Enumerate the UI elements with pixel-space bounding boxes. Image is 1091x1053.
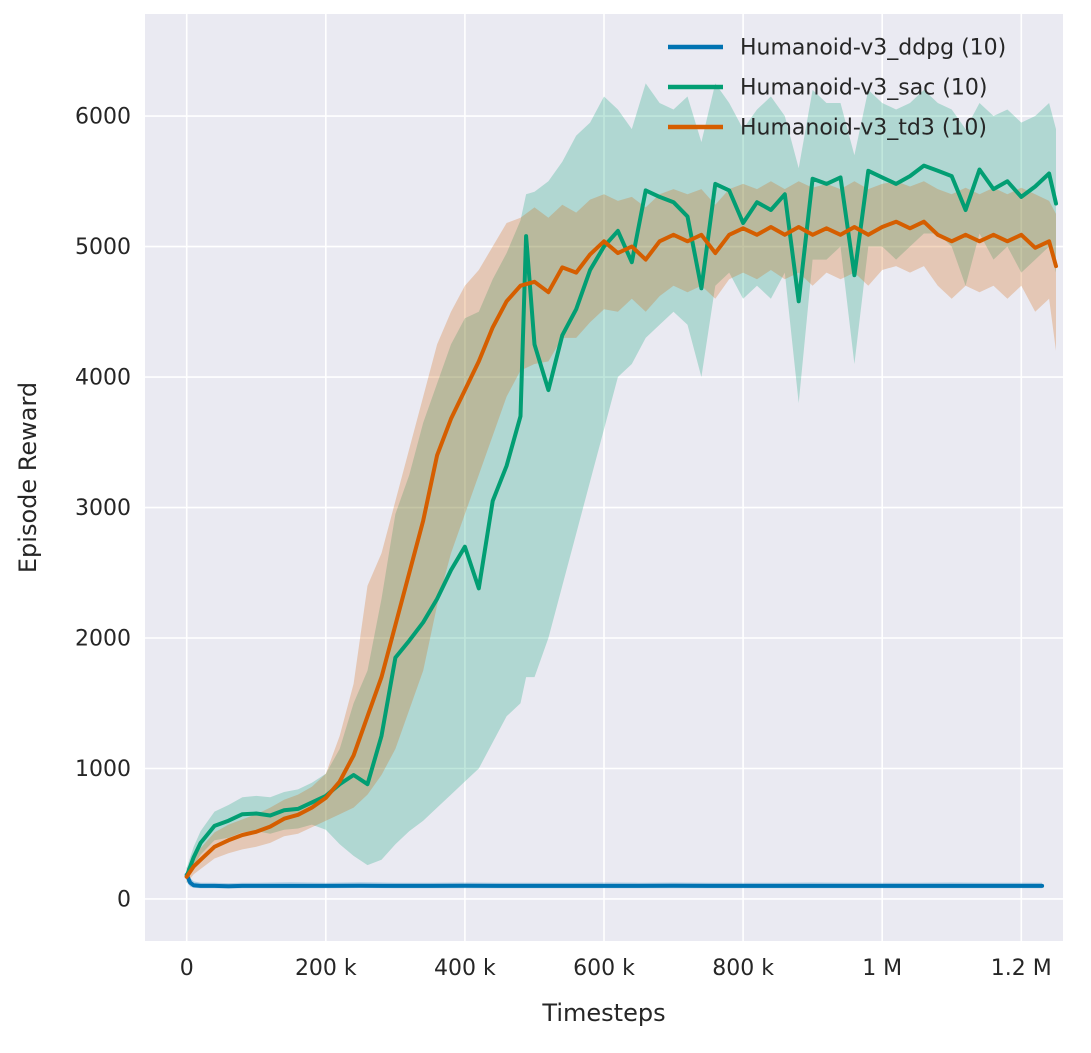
x-tick-label: 0 (180, 956, 194, 981)
legend-item: Humanoid-v3_ddpg (10) (668, 36, 1006, 61)
y-tick-label: 0 (117, 888, 131, 913)
confidence-bands (186, 83, 1056, 889)
series-band-0 (186, 866, 1043, 889)
y-tick-label: 4000 (75, 366, 131, 391)
series-lines (184, 163, 1058, 889)
y-tick-label: 5000 (75, 235, 131, 260)
y-tick-label: 6000 (75, 105, 131, 130)
x-tick-label: 200 k (295, 956, 357, 981)
legend-item: Humanoid-v3_sac (10) (668, 76, 987, 101)
x-tick-label: 800 k (712, 956, 774, 981)
x-axis-label: Timesteps (541, 999, 665, 1027)
y-tick-label: 3000 (75, 496, 131, 521)
legend-label: Humanoid-v3_ddpg (10) (740, 36, 1006, 61)
series-line-0 (184, 872, 1045, 889)
x-tick-label: 400 k (434, 956, 496, 981)
y-tick-label: 2000 (75, 627, 131, 652)
tick-labels: 0 200 k 400 k 600 k 800 k 1 M 1.2 M 0 1000 2000 30… (75, 105, 1052, 981)
series-band-1 (186, 83, 1056, 884)
x-tick-label: 1.2 M (991, 956, 1052, 981)
x-tick-label: 1 M (862, 956, 902, 981)
series-line-1 (184, 163, 1058, 879)
legend-label: Humanoid-v3_td3 (10) (740, 116, 987, 141)
x-tick-label: 600 k (573, 956, 635, 981)
legend-label: Humanoid-v3_sac (10) (740, 76, 987, 101)
series-line-2 (184, 219, 1058, 879)
legend-item: Humanoid-v3_td3 (10) (668, 116, 987, 141)
gridlines (145, 14, 1063, 941)
legend: Humanoid-v3_ddpg (10) Humanoid-v3_sac (10… (668, 36, 1006, 141)
y-tick-label: 1000 (75, 757, 131, 782)
series-band-2 (186, 181, 1056, 884)
y-axis-label: Episode Reward (14, 382, 42, 573)
